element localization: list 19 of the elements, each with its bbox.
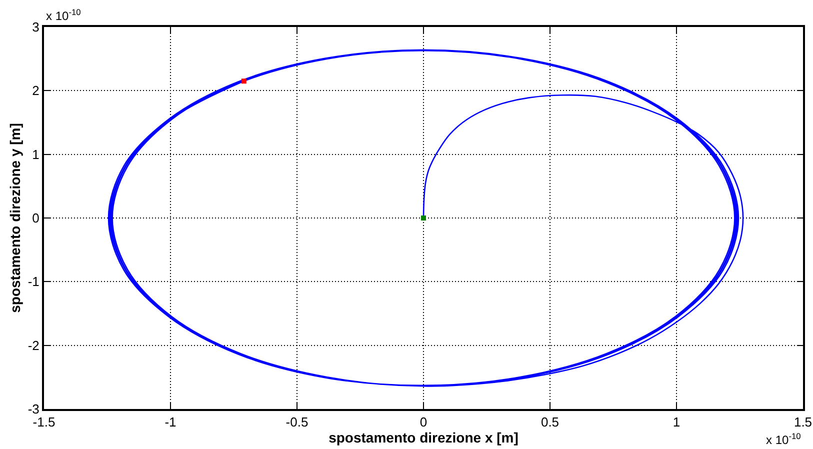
y-tick-label: -3 [28,402,40,417]
x-tick-label: -0.5 [286,414,308,430]
text: x 10$^{-10}$ [46,7,82,24]
x-tick-label: 1.5 [794,414,812,430]
y-tick-label: 0 [32,210,40,226]
line-series [108,49,744,387]
y-tick-label: 1 [32,146,40,162]
x-tick-label: -1 [164,414,176,430]
x-tick-label: 1 [672,414,680,430]
x-tick-label: -1.5 [32,414,56,430]
y-tick-label: -1 [28,274,40,290]
y-tick-label: -2 [28,338,40,353]
y-tick-label: 2 [32,83,40,98]
text: x 10$^{-10}$ [766,431,802,448]
y-axis-title: spostamento direzione y [m] [6,123,23,313]
x-tick-label: 0.5 [540,414,560,430]
x-axis-title: spostamento direzione x [m] [328,430,518,446]
y-tick-label: 3 [32,20,40,35]
x-tick-label: 0 [420,414,428,430]
